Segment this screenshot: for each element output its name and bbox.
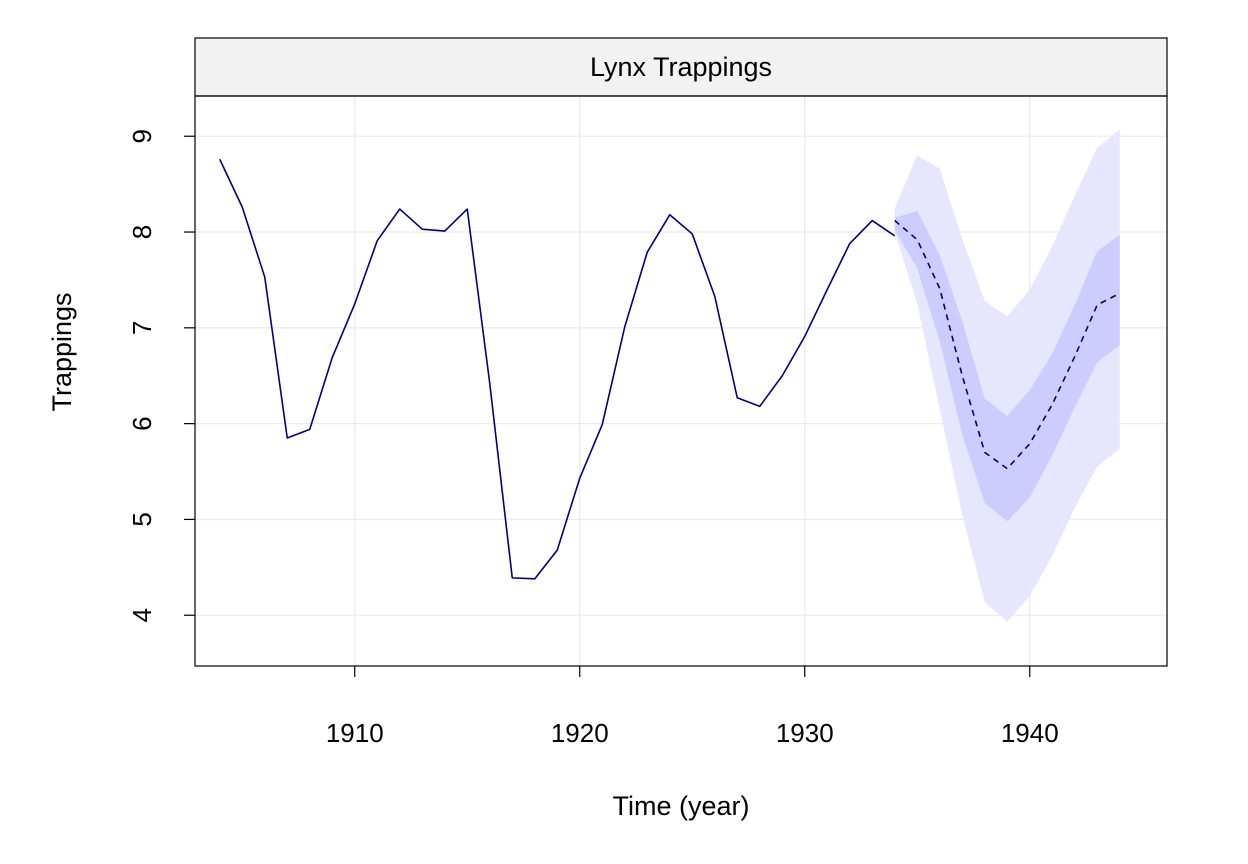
y-axis-label: Trappings xyxy=(47,292,77,411)
y-axis: 4 5 6 7 8 9 xyxy=(127,129,195,622)
x-tick-label: 1940 xyxy=(1001,718,1059,748)
y-tick-label: 8 xyxy=(127,225,157,239)
x-axis: 1910 1920 1930 1940 xyxy=(326,666,1059,748)
plot-frame xyxy=(194,95,1168,667)
y-tick-label: 9 xyxy=(127,129,157,143)
series-lines xyxy=(219,158,1121,580)
observed-series-line xyxy=(219,158,896,580)
forecast-bands xyxy=(894,129,1120,622)
x-tick-label: 1930 xyxy=(776,718,834,748)
y-tick-label: 7 xyxy=(127,321,157,335)
forecast-band-95 xyxy=(894,129,1120,622)
y-tick-label: 6 xyxy=(127,416,157,430)
forecast-band-80 xyxy=(894,210,1120,522)
y-tick-label: 4 xyxy=(127,608,157,622)
x-tick-label: 1920 xyxy=(551,718,609,748)
x-axis-label: Time (year) xyxy=(612,791,749,821)
forecast-series-line xyxy=(894,219,1121,470)
x-tick-label: 1910 xyxy=(326,718,384,748)
panel-strip xyxy=(194,37,1168,97)
y-tick-label: 5 xyxy=(127,512,157,526)
chart-title: Lynx Trappings xyxy=(590,52,772,82)
